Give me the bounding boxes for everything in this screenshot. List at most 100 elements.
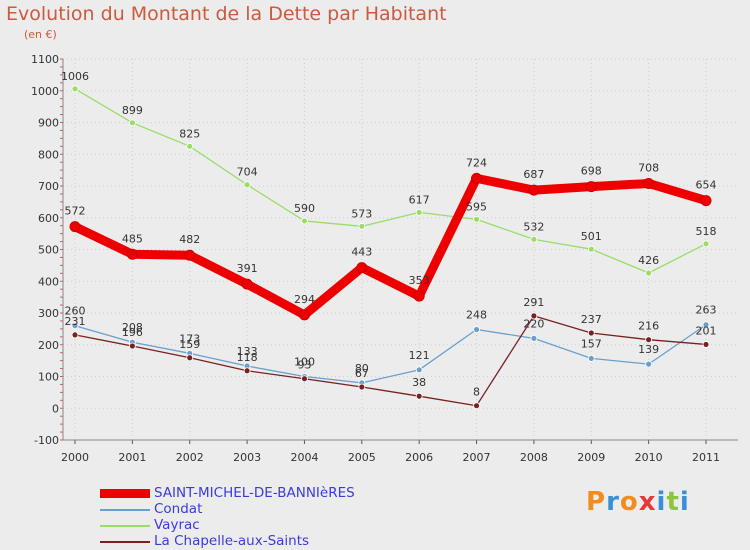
legend-label: Condat xyxy=(154,501,203,517)
data-point xyxy=(415,392,423,400)
data-point xyxy=(69,221,81,233)
data-label: 248 xyxy=(466,309,487,322)
data-point xyxy=(473,326,480,333)
legend-label: La Chapelle-aux-Saints xyxy=(154,533,310,549)
data-label: 572 xyxy=(65,205,86,218)
legend-label: SAINT-MICHEL-DE-BANNIèRES xyxy=(154,485,355,501)
data-point xyxy=(643,177,655,189)
data-point xyxy=(587,355,595,362)
logo-letter: t xyxy=(666,487,680,517)
data-label: 216 xyxy=(638,320,659,333)
logo-letter: i xyxy=(679,487,690,517)
data-label: 260 xyxy=(65,305,86,318)
y-tick-label: 1100 xyxy=(31,53,59,66)
data-label: 391 xyxy=(237,262,258,275)
y-tick-label: 1000 xyxy=(31,85,59,98)
series-line-vayrac xyxy=(74,88,707,274)
data-label: 100 xyxy=(294,356,315,369)
data-point xyxy=(241,278,253,290)
data-label: 291 xyxy=(523,296,544,309)
legend-label: Vayrac xyxy=(154,517,200,533)
x-tick-label: 2007 xyxy=(463,451,491,464)
data-point xyxy=(702,240,710,248)
data-label: 654 xyxy=(696,179,717,192)
data-label: 617 xyxy=(409,193,430,206)
y-tick-label: -100 xyxy=(34,434,59,447)
x-tick-label: 2011 xyxy=(692,451,720,464)
data-point xyxy=(358,222,366,230)
data-label: 38 xyxy=(412,376,426,389)
data-label: 67 xyxy=(355,367,369,380)
data-label: 173 xyxy=(179,332,200,345)
logo-letter: P xyxy=(586,487,607,517)
series-line-saint-michel-de-banni-res xyxy=(70,173,711,320)
data-point xyxy=(473,215,480,223)
proxiti-logo: Proxiti xyxy=(586,487,690,517)
data-point xyxy=(186,142,194,150)
legend-swatch xyxy=(100,489,150,498)
data-point xyxy=(358,383,366,391)
data-point xyxy=(645,360,653,368)
y-tick-label: 900 xyxy=(38,117,59,130)
data-point xyxy=(71,322,79,330)
data-point xyxy=(413,290,425,302)
data-point xyxy=(585,181,597,193)
data-point xyxy=(530,235,538,243)
chart-subtitle: (en €) xyxy=(24,28,57,41)
series-line-condat xyxy=(74,324,707,384)
data-label: 201 xyxy=(696,324,717,337)
data-label: 93 xyxy=(297,359,311,372)
data-label: 353 xyxy=(409,274,430,287)
data-label: 532 xyxy=(523,220,544,233)
data-label: 443 xyxy=(351,246,372,259)
y-tick-label: 700 xyxy=(38,180,59,193)
data-label: 724 xyxy=(466,156,487,169)
data-label: 518 xyxy=(696,225,717,238)
y-tick-label: 500 xyxy=(38,244,59,257)
data-point xyxy=(415,366,423,374)
plot-area xyxy=(63,59,738,440)
x-tick-label: 2008 xyxy=(520,451,548,464)
data-point xyxy=(645,269,653,277)
data-point xyxy=(702,321,710,329)
legend-swatch xyxy=(100,541,150,543)
logo-letter: r xyxy=(606,487,620,517)
logo-letter: o xyxy=(619,487,639,517)
data-label: 118 xyxy=(237,351,258,364)
data-point xyxy=(700,195,712,207)
data-label: 708 xyxy=(638,161,659,174)
data-label: 159 xyxy=(179,338,200,351)
data-point xyxy=(126,248,138,260)
data-label: 698 xyxy=(581,165,602,178)
x-tick-label: 2006 xyxy=(405,451,433,464)
legend-swatch xyxy=(100,525,150,527)
x-tick-label: 2005 xyxy=(348,451,376,464)
data-label: 8 xyxy=(473,386,480,399)
data-label: 1006 xyxy=(61,70,89,83)
data-label: 220 xyxy=(523,317,544,330)
legend-swatch xyxy=(100,509,150,511)
data-point xyxy=(415,208,423,216)
data-label: 899 xyxy=(122,104,143,117)
data-point xyxy=(528,184,540,196)
data-point xyxy=(128,119,136,127)
data-label: 121 xyxy=(409,349,430,362)
data-label: 501 xyxy=(581,230,602,243)
data-label: 208 xyxy=(122,321,143,334)
y-tick-label: 100 xyxy=(38,371,59,384)
data-label: 426 xyxy=(638,254,659,267)
data-label: 825 xyxy=(179,127,200,140)
x-tick-label: 2002 xyxy=(176,451,204,464)
data-point xyxy=(473,402,480,410)
data-label: 237 xyxy=(581,313,602,326)
x-tick-label: 2010 xyxy=(635,451,663,464)
y-tick-label: 400 xyxy=(38,275,59,288)
data-label: 139 xyxy=(638,343,659,356)
data-label: 231 xyxy=(65,315,86,328)
y-tick-label: 0 xyxy=(52,402,59,415)
data-point xyxy=(301,375,308,383)
data-point xyxy=(301,217,308,225)
data-label: 573 xyxy=(351,207,372,220)
